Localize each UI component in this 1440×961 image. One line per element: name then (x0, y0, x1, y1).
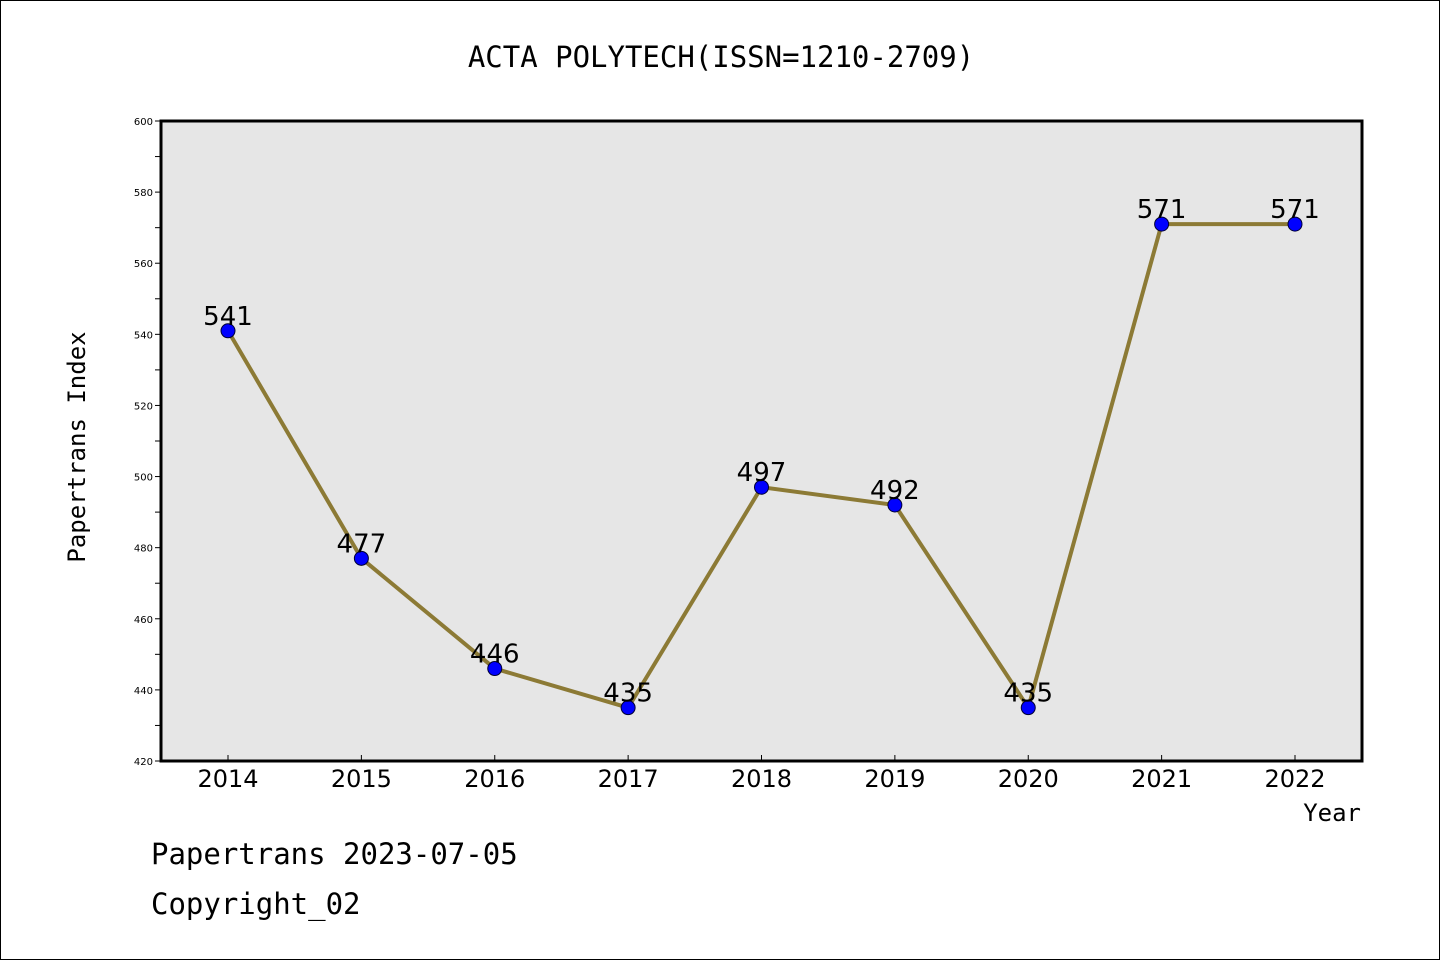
data-label: 477 (337, 529, 387, 559)
data-label: 541 (203, 302, 253, 332)
y-tick-label: 420 (134, 757, 153, 768)
x-tick-label: 2017 (598, 765, 659, 793)
x-tick-label: 2021 (1131, 765, 1192, 793)
x-tick-label: 2014 (197, 765, 258, 793)
data-point (1020, 700, 1036, 716)
y-tick-label: 460 (134, 615, 153, 626)
y-tick-label: 580 (134, 188, 153, 199)
x-axis-label: Year (1303, 799, 1361, 827)
chart-title: ACTA POLYTECH(ISSN=1210-2709) (468, 40, 974, 74)
data-point (620, 700, 636, 716)
data-label: 571 (1137, 195, 1187, 225)
y-axis-label: Papertrans Index (63, 331, 91, 562)
y-axis-ticks: 420 440 460 480 500 520 540 560 580 600 (134, 117, 161, 768)
footer-copyright-text: Copyright_02 (151, 887, 361, 921)
data-point (353, 550, 369, 566)
data-label: 571 (1270, 195, 1320, 225)
x-tick-label: 2015 (331, 765, 392, 793)
x-tick-label: 2022 (1264, 765, 1325, 793)
x-axis-ticks: 2014 2015 2016 2017 2018 2019 2020 2021 2022 (197, 755, 1326, 793)
data-label: 435 (1003, 679, 1053, 709)
y-tick-label: 600 (134, 117, 153, 128)
footer-date-text: Papertrans 2023-07-05 (151, 837, 518, 871)
data-labels: 541 477 446 435 497 492 435 571 571 (203, 195, 1320, 709)
y-tick-label: 440 (134, 686, 153, 697)
y-tick-label: 540 (134, 330, 153, 341)
series-layer (220, 216, 1303, 716)
data-label: 497 (737, 458, 787, 488)
data-point (754, 479, 769, 495)
y-tick-label: 560 (134, 259, 153, 270)
data-point (220, 323, 236, 339)
data-label: 446 (470, 640, 520, 670)
data-point (887, 497, 903, 513)
data-label: 492 (870, 476, 920, 506)
x-tick-label: 2018 (731, 765, 792, 793)
x-tick-label: 2019 (864, 765, 925, 793)
data-point (1287, 216, 1303, 232)
y-tick-label: 520 (134, 401, 153, 412)
data-point (487, 661, 503, 677)
y-tick-label: 500 (134, 473, 153, 484)
y-tick-label: 480 (134, 544, 153, 555)
data-label: 435 (603, 679, 653, 709)
x-tick-label: 2016 (464, 765, 525, 793)
data-point (1154, 216, 1170, 232)
x-tick-label: 2020 (998, 765, 1059, 793)
